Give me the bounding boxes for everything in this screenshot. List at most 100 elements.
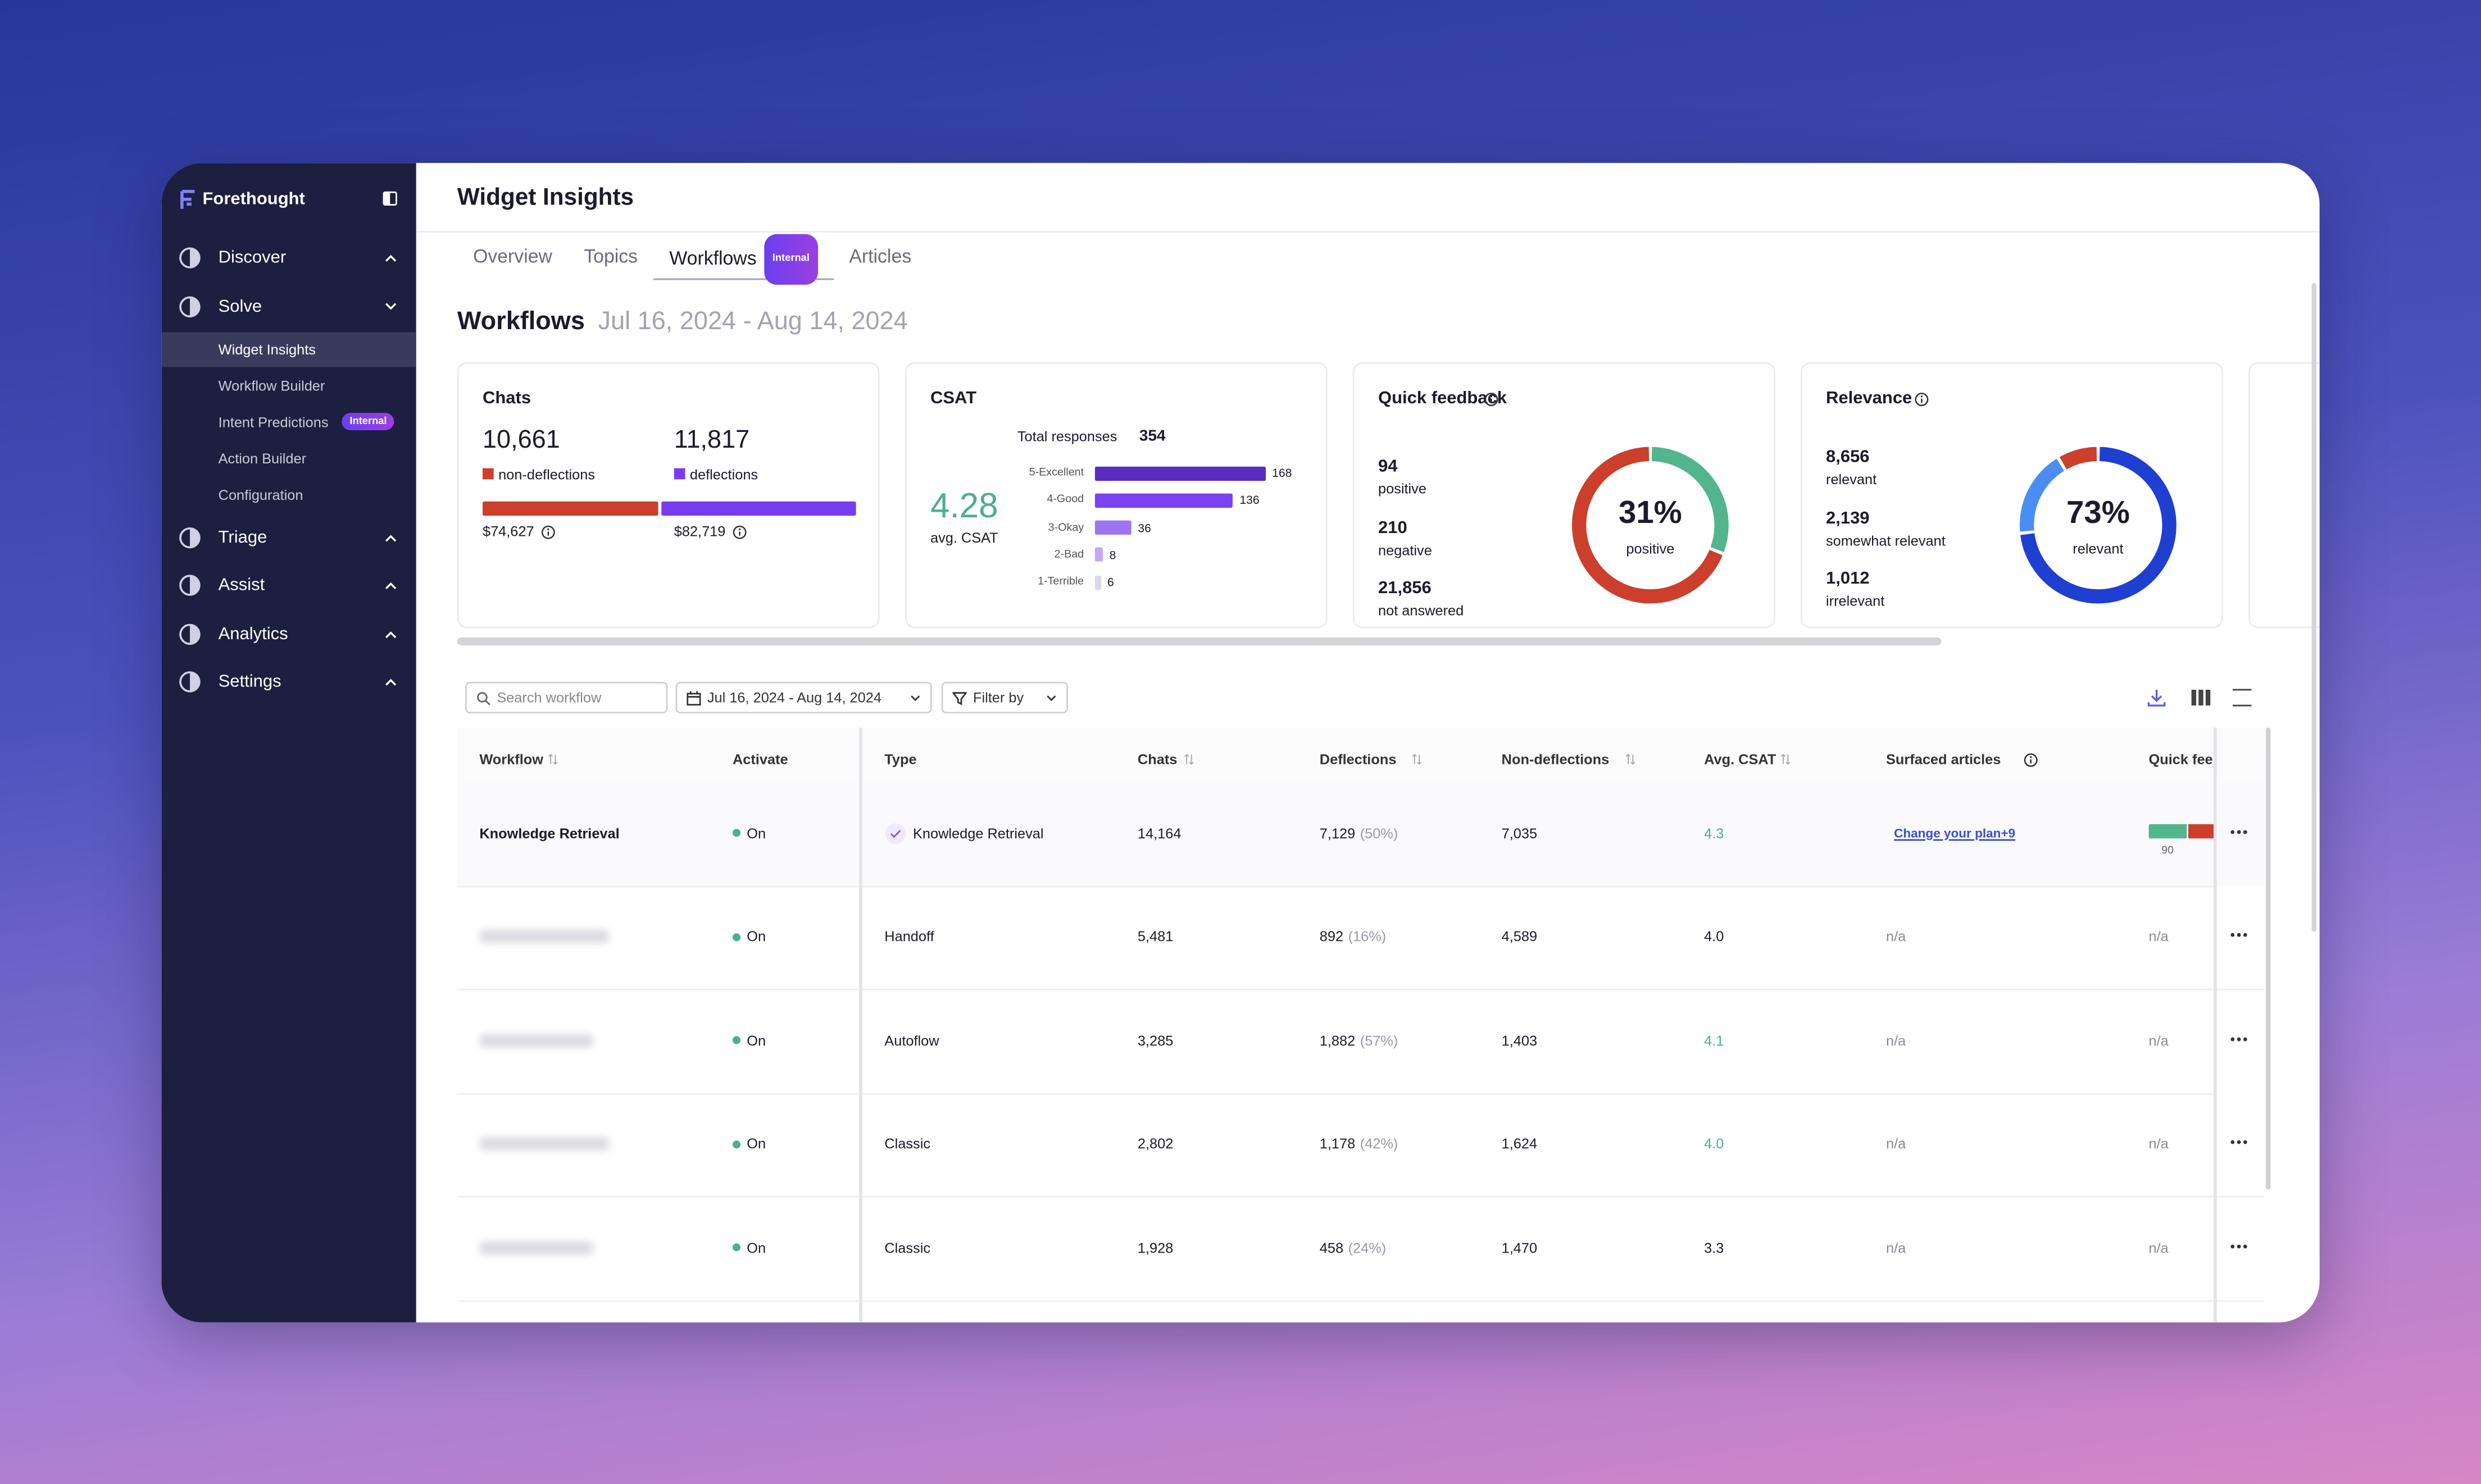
legend-label: deflections [689, 466, 758, 482]
icon-part [2230, 1140, 2235, 1145]
icon-part [2024, 752, 2038, 766]
deflection-count: 1,178 [1319, 1136, 1356, 1152]
metric-value: 1,012 [1826, 569, 1870, 589]
rating-bar [1094, 493, 1234, 508]
filter-button[interactable]: Filter by [941, 681, 1069, 714]
icon-part [548, 753, 558, 765]
article-link[interactable]: Change your plan+9 [1894, 826, 2016, 841]
tab-label: Topics [584, 245, 638, 267]
icon-part [2243, 1037, 2247, 1041]
status-dot [732, 1140, 741, 1148]
sort-icon [1625, 753, 1635, 765]
nav-item[interactable]: Settings [218, 672, 281, 691]
nav-subitem[interactable]: Configuration [218, 486, 303, 503]
icon-part [180, 189, 195, 209]
nav-icon [179, 295, 201, 317]
nav-item[interactable]: Solve [218, 297, 262, 316]
icon-part [2230, 1037, 2235, 1041]
nav-item[interactable]: Triage [218, 527, 267, 547]
donut-value: 31% [1619, 495, 1682, 531]
bar-segment [661, 501, 856, 516]
quick-feedback: n/a [2148, 928, 2169, 945]
deflection-count: 1,882 [1319, 1032, 1356, 1049]
nav-item[interactable]: Discover [218, 248, 287, 267]
v-scrollbar [2311, 283, 2317, 932]
status[interactable]: On [747, 1136, 766, 1152]
card-title: Chats [482, 389, 531, 408]
nav-subitem[interactable]: Widget Insights [218, 340, 316, 357]
donut-segment [1571, 447, 1729, 604]
icon-part [2230, 933, 2235, 937]
csat-card: CSAT Total responses 354 4.28 avg. CSAT 5-Exc… [905, 362, 1328, 629]
nav-item[interactable]: Assist [218, 576, 265, 595]
icon-part [2198, 689, 2203, 706]
column-header[interactable]: Deflections [1319, 751, 1397, 767]
nav-subitem[interactable]: Workflow Builder [218, 377, 325, 393]
metric-label: relevant [1826, 471, 1877, 488]
row-menu [2230, 830, 2247, 834]
chevron [385, 254, 397, 262]
blurred-name [479, 930, 610, 944]
card-title: Relevance [1826, 389, 1912, 408]
icon-part [911, 694, 920, 700]
quick-feedback: 90 [2161, 845, 2174, 857]
feedback-bar-neg [2188, 823, 2214, 838]
chevron [385, 582, 397, 589]
status[interactable]: On [747, 928, 766, 945]
workflow-name[interactable]: Knowledge Retrieval [479, 825, 620, 841]
icon-part [1920, 394, 1923, 397]
tab[interactable]: Articles [833, 234, 927, 280]
metric-label: somewhat relevant [1826, 532, 1946, 548]
divider [416, 231, 2320, 233]
nav-subitem[interactable]: Intent Predictions [218, 413, 329, 430]
tab[interactable]: Topics [568, 234, 653, 280]
column-header[interactable]: Chats [1137, 751, 1178, 767]
sort-icon [548, 753, 558, 765]
rating-label: 2-Bad [1054, 549, 1084, 561]
icon-part [952, 691, 967, 705]
collapse-icon [383, 191, 397, 206]
status[interactable]: On [747, 1240, 766, 1256]
rating-label: 1-Terrible [1037, 577, 1084, 588]
non-deflections: 4,589 [1501, 928, 1538, 945]
avg-csat: 4.0 [1704, 928, 1724, 945]
nav-icon [179, 623, 201, 644]
column-header[interactable]: Non-deflections [1501, 751, 1610, 767]
filter-label: Filter by [973, 689, 1024, 706]
col-divider [2214, 727, 2216, 1323]
blurred-name [479, 1034, 594, 1047]
search-icon [477, 691, 490, 705]
rating-bar [1094, 520, 1132, 535]
surfaced-articles: n/a [1886, 1032, 1906, 1049]
columns-icon [2191, 689, 2211, 706]
tab[interactable]: Overview [457, 234, 568, 280]
column-header[interactable]: Workflow [479, 751, 543, 767]
search-placeholder: Search workflow [497, 689, 602, 706]
avg-csat: 3.3 [1704, 1240, 1724, 1256]
icon-part [1047, 694, 1056, 700]
badge: Internal [764, 234, 818, 285]
icon-part [1412, 753, 1421, 765]
date-picker[interactable]: Jul 16, 2024 - Aug 14, 2024 [675, 681, 932, 714]
non-deflections: 1,403 [1501, 1032, 1538, 1049]
card-partial [2248, 362, 2320, 629]
chevron [1047, 694, 1056, 700]
nav-item[interactable]: Analytics [218, 624, 288, 643]
status[interactable]: On [747, 1032, 766, 1049]
filter-icon [952, 691, 967, 705]
csat-label: avg. CSAT [930, 530, 998, 546]
status[interactable]: On [747, 825, 766, 841]
donut-segment [2020, 447, 2176, 604]
deflections: 458 (24%) [1320, 1240, 1386, 1255]
search-input[interactable]: Search workflow [465, 681, 668, 714]
legend-label: non-deflections [498, 466, 596, 482]
icon-part [385, 630, 397, 638]
tab[interactable]: Workflows Internal [653, 234, 834, 285]
icon-part [189, 527, 199, 547]
type: Knowledge Retrieval [913, 825, 1044, 841]
metric-label: positive [1378, 481, 1426, 497]
surfaced-articles: n/a [1886, 1240, 1906, 1256]
nav-subitem[interactable]: Action Builder [218, 450, 307, 466]
column-header[interactable]: Avg. CSAT [1704, 751, 1776, 767]
